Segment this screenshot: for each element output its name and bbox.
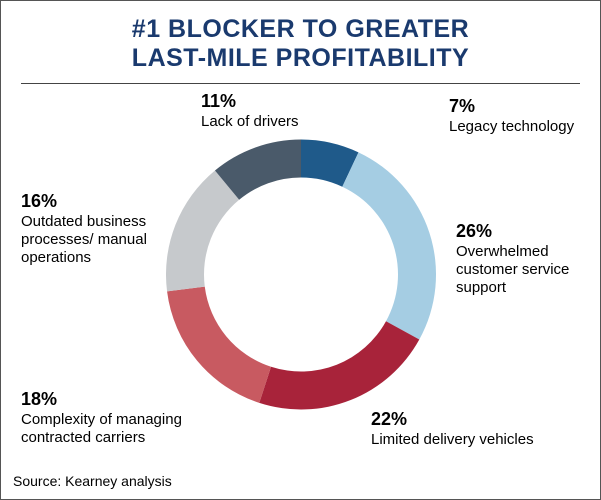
title-line-2: LAST-MILE PROFITABILITY bbox=[132, 44, 469, 72]
label-limited: 22% Limited delivery vehicles bbox=[371, 409, 541, 449]
pct-overwhelmed: 26% bbox=[456, 221, 586, 243]
donut-svg bbox=[166, 140, 436, 410]
source-text: Source: Kearney analysis bbox=[13, 473, 172, 489]
label-complexity: 18% Complexity of managing contracted ca… bbox=[21, 389, 186, 447]
pct-outdated: 16% bbox=[21, 191, 151, 213]
text-overwhelmed: Overwhelmed customer service support bbox=[456, 243, 569, 296]
slice-complexity bbox=[167, 287, 271, 403]
slice-limited bbox=[259, 321, 419, 409]
chart-area: 7% Legacy technology 26% Overwhelmed cus… bbox=[1, 91, 600, 463]
label-legacy: 7% Legacy technology bbox=[449, 96, 589, 136]
text-complexity: Complexity of managing contracted carrie… bbox=[21, 411, 182, 446]
slice-overwhelmed bbox=[342, 152, 436, 339]
title-rule bbox=[21, 83, 580, 84]
text-legacy: Legacy technology bbox=[449, 118, 574, 135]
pct-legacy: 7% bbox=[449, 96, 589, 118]
donut-chart bbox=[166, 140, 436, 415]
title-line-1: #1 BLOCKER TO GREATER bbox=[132, 15, 469, 43]
text-lack: Lack of drivers bbox=[201, 113, 299, 130]
chart-title: #1 BLOCKER TO GREATER LAST-MILE PROFITAB… bbox=[1, 15, 600, 73]
text-limited: Limited delivery vehicles bbox=[371, 431, 534, 448]
pct-limited: 22% bbox=[371, 409, 541, 431]
chart-frame: #1 BLOCKER TO GREATER LAST-MILE PROFITAB… bbox=[0, 0, 601, 500]
text-outdated: Outdated business processes/ manual oper… bbox=[21, 213, 147, 266]
label-overwhelmed: 26% Overwhelmed customer service support bbox=[456, 221, 586, 297]
label-lack: 11% Lack of drivers bbox=[201, 91, 321, 131]
pct-complexity: 18% bbox=[21, 389, 186, 411]
slice-outdated bbox=[166, 170, 239, 291]
pct-lack: 11% bbox=[201, 91, 321, 113]
label-outdated: 16% Outdated business processes/ manual … bbox=[21, 191, 151, 267]
